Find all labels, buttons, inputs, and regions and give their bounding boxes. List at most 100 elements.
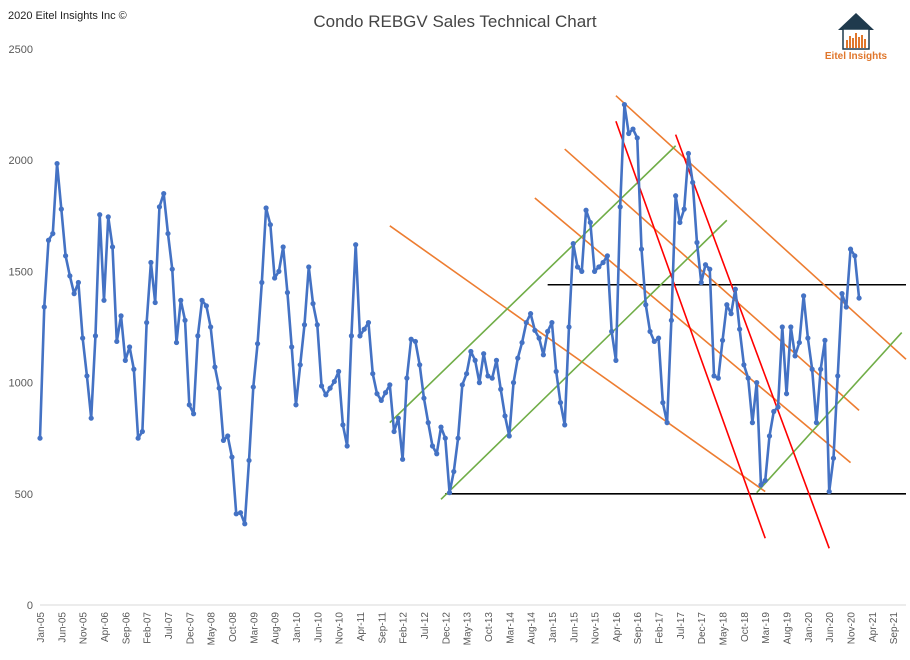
x-tick-label: Jun-15 xyxy=(569,612,580,643)
data-point xyxy=(45,237,52,243)
data-point xyxy=(378,397,384,403)
trend-line xyxy=(564,148,860,411)
data-point xyxy=(779,324,785,330)
trend-line xyxy=(534,197,852,464)
eitel-insights-logo: Eitel Insights xyxy=(808,10,904,65)
x-tick-label: Oct-18 xyxy=(740,612,751,642)
data-point xyxy=(476,380,482,386)
x-tick-label: Apr-21 xyxy=(868,612,879,642)
data-point xyxy=(626,130,632,137)
data-point xyxy=(190,411,197,417)
data-point xyxy=(801,293,807,299)
data-point xyxy=(408,336,414,342)
x-tick-label: Aug-14 xyxy=(527,612,538,645)
x-tick-label: Sep-16 xyxy=(633,612,644,645)
data-point xyxy=(775,404,781,410)
data-point xyxy=(144,319,150,326)
data-point xyxy=(796,339,802,346)
x-tick-label: Jan-20 xyxy=(804,612,815,643)
data-point xyxy=(135,435,141,441)
data-point xyxy=(719,337,726,343)
x-tick-label: Nov-20 xyxy=(847,612,858,645)
data-point xyxy=(826,488,832,495)
trend-line xyxy=(615,95,907,360)
data-point xyxy=(365,319,372,326)
data-point xyxy=(766,433,773,439)
data-point xyxy=(169,266,175,272)
data-point xyxy=(75,279,81,286)
logo-text: Eitel Insights xyxy=(824,51,888,62)
x-tick-label: Jul-17 xyxy=(676,612,687,640)
data-point xyxy=(242,521,248,527)
data-point xyxy=(591,268,598,274)
data-point xyxy=(195,333,201,339)
data-point xyxy=(92,333,99,339)
data-point xyxy=(545,328,551,335)
data-point xyxy=(519,339,525,346)
x-tick-label: Mar-09 xyxy=(249,612,260,644)
x-tick-label: May-18 xyxy=(719,612,730,646)
data-point xyxy=(314,322,320,328)
data-point xyxy=(758,482,764,488)
data-point xyxy=(310,301,316,307)
y-tick-label: 1000 xyxy=(9,378,33,390)
data-point xyxy=(690,179,696,186)
data-point xyxy=(289,344,295,350)
x-tick-label: May-08 xyxy=(207,612,218,646)
data-point xyxy=(835,373,841,379)
data-point xyxy=(276,268,282,274)
x-tick-label: Dec-12 xyxy=(441,612,452,645)
data-point xyxy=(788,324,794,330)
data-point xyxy=(84,373,90,379)
data-point xyxy=(246,457,252,464)
data-point xyxy=(284,289,291,296)
x-axis: Jan-05 Jun-05 Nov-05 Apr-06 Sep-06 Feb-07 Jul-… xyxy=(36,604,906,646)
data-point xyxy=(203,303,209,309)
data-point xyxy=(570,241,576,247)
y-tick-label: 2000 xyxy=(9,155,33,167)
data-point xyxy=(165,230,171,237)
data-point xyxy=(523,319,529,326)
data-point xyxy=(481,351,487,357)
data-point xyxy=(459,382,465,388)
data-point xyxy=(67,273,73,279)
data-point xyxy=(237,510,244,516)
data-point xyxy=(762,477,768,484)
data-point xyxy=(737,326,743,332)
data-point xyxy=(741,362,747,368)
data-point xyxy=(259,279,265,286)
data-point xyxy=(118,313,124,319)
data-point xyxy=(813,420,820,426)
y-tick-label: 0 xyxy=(27,600,33,612)
data-point xyxy=(280,244,286,250)
data-point xyxy=(186,402,192,408)
data-point xyxy=(54,160,60,167)
trend-line xyxy=(389,145,677,424)
x-tick-label: Mar-14 xyxy=(505,612,516,644)
data-point xyxy=(272,275,278,281)
data-point xyxy=(655,335,662,341)
x-tick-label: Feb-17 xyxy=(655,612,666,644)
data-point xyxy=(843,304,849,310)
x-tick-label: Oct-13 xyxy=(484,612,495,642)
data-point xyxy=(643,302,649,308)
data-point xyxy=(532,327,538,333)
data-point xyxy=(707,266,713,272)
data-point xyxy=(429,443,436,449)
data-point xyxy=(647,328,653,335)
data-point xyxy=(587,219,593,226)
x-tick-label: Nov-10 xyxy=(335,612,346,645)
data-point xyxy=(830,455,837,461)
x-tick-label: Jun-05 xyxy=(57,612,68,643)
data-point xyxy=(583,207,589,213)
data-point xyxy=(126,344,133,350)
data-point xyxy=(489,375,495,381)
x-tick-label: Apr-06 xyxy=(100,612,111,642)
data-point xyxy=(225,433,231,439)
data-point xyxy=(673,193,679,199)
data-point xyxy=(417,362,423,368)
data-point xyxy=(374,391,380,397)
data-point xyxy=(131,366,137,372)
data-point xyxy=(493,357,500,363)
x-tick-label: Apr-11 xyxy=(356,612,367,642)
